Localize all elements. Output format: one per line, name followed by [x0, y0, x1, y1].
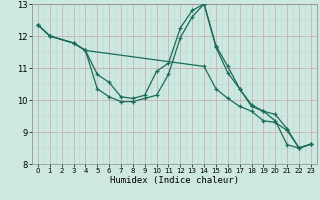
X-axis label: Humidex (Indice chaleur): Humidex (Indice chaleur) [110, 176, 239, 185]
